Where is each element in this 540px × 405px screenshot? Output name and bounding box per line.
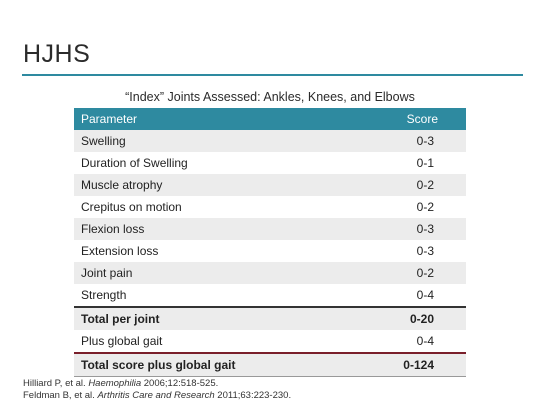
parameter-cell: Plus global gait xyxy=(81,334,163,348)
parameter-cell: Duration of Swelling xyxy=(81,156,188,170)
score-cell: 0-2 xyxy=(416,200,434,214)
slide-title: HJHS xyxy=(23,40,91,68)
reference-item: Hilliard P, et al. Haemophilia 2006;12:5… xyxy=(23,378,219,389)
score-cell: 0-3 xyxy=(416,244,434,258)
parameter-cell: Extension loss xyxy=(81,244,159,258)
score-cell: 0-3 xyxy=(347,130,466,152)
table-row: Joint pain 0-2 xyxy=(74,262,466,284)
parameter-cell: Flexion loss xyxy=(74,218,348,240)
total-per-joint-row: Total per joint 0-20 xyxy=(74,306,466,330)
parameter-cell: Total per joint xyxy=(74,306,348,330)
score-cell: 0-124 xyxy=(347,352,466,377)
total-score-row: Total score plus global gait 0-124 xyxy=(74,352,466,377)
table-row: Plus global gait 0-4 xyxy=(74,330,466,353)
table-row: Strength 0-4 xyxy=(74,284,466,307)
score-cell: 0-3 xyxy=(347,218,466,240)
parameter-cell: Strength xyxy=(81,288,127,302)
parameter-cell: Joint pain xyxy=(74,262,348,284)
parameter-cell: Total score plus global gait xyxy=(74,352,348,377)
table-row: Flexion loss 0-3 xyxy=(74,218,466,240)
score-table: Parameter Score Swelling 0-3 Duration of… xyxy=(74,108,466,377)
column-header-parameter: Parameter xyxy=(74,108,348,130)
score-cell: 0-4 xyxy=(416,288,434,302)
title-divider xyxy=(22,74,523,76)
parameter-cell: Crepitus on motion xyxy=(81,200,182,214)
column-header-score: Score xyxy=(347,108,466,130)
reference-item: Feldman B, et al. Arthritis Care and Res… xyxy=(23,390,292,401)
table-caption: “Index” Joints Assessed: Ankles, Knees, … xyxy=(125,90,415,104)
parameter-cell: Swelling xyxy=(74,130,348,152)
score-cell: 0-4 xyxy=(416,334,434,348)
score-cell: 0-20 xyxy=(347,306,466,330)
table-header-row: Parameter Score xyxy=(74,108,466,130)
score-cell: 0-1 xyxy=(416,156,434,170)
table-row: Muscle atrophy 0-2 xyxy=(74,174,466,196)
score-cell: 0-2 xyxy=(347,262,466,284)
parameter-cell: Muscle atrophy xyxy=(74,174,348,196)
score-cell: 0-2 xyxy=(347,174,466,196)
table-row: Duration of Swelling 0-1 xyxy=(74,152,466,174)
table-row: Crepitus on motion 0-2 xyxy=(74,196,466,218)
references: Hilliard P, et al. Haemophilia 2006;12:5… xyxy=(23,378,291,402)
table-row: Swelling 0-3 xyxy=(74,130,466,152)
table-row: Extension loss 0-3 xyxy=(74,240,466,262)
